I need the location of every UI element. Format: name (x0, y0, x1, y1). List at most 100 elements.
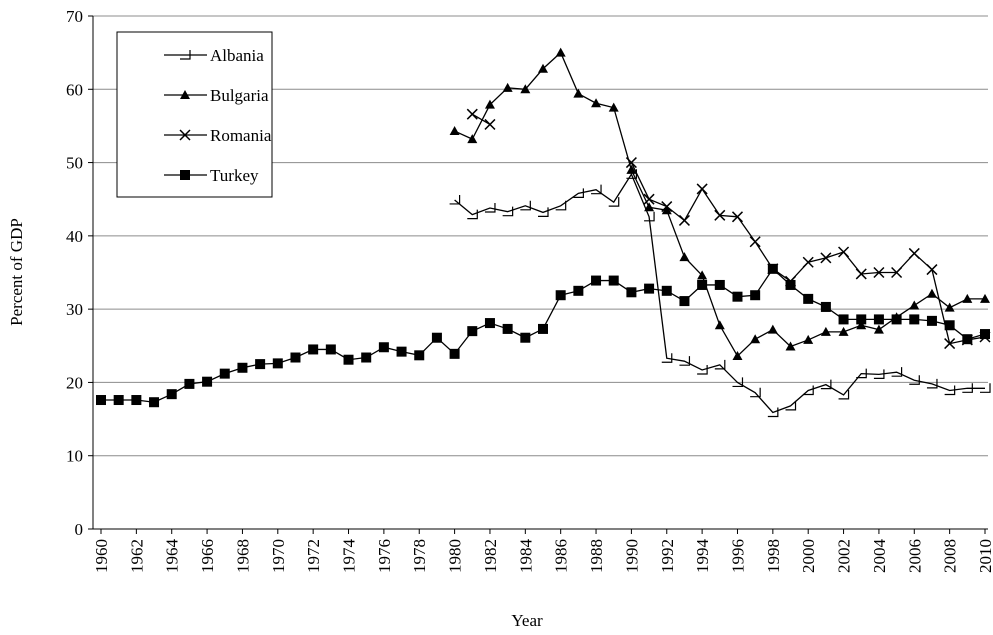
marker (643, 193, 655, 205)
marker (644, 202, 655, 212)
marker (272, 358, 283, 369)
y-tick-label: 0 (75, 520, 84, 539)
marker (502, 82, 513, 92)
legend-label: Bulgaria (210, 86, 269, 105)
marker (502, 323, 513, 334)
marker (856, 368, 867, 379)
x-tick-label: 1980 (446, 539, 465, 573)
y-tick-label: 20 (66, 373, 83, 392)
x-tick-label: 2000 (799, 539, 818, 573)
marker (803, 334, 814, 344)
marker (166, 389, 177, 400)
marker (962, 383, 973, 393)
marker (555, 290, 566, 301)
marker (308, 344, 319, 355)
marker (180, 170, 190, 180)
legend: Albania Bulgaria Romania Turkey (116, 31, 273, 198)
marker (873, 369, 885, 379)
marker (484, 99, 495, 109)
marker (96, 395, 106, 406)
x-tick-label: 1966 (198, 539, 217, 573)
marker (891, 266, 903, 279)
y-tick-label: 50 (66, 154, 83, 173)
x-tick-label: 1976 (375, 539, 394, 573)
marker (520, 200, 531, 211)
marker (697, 279, 708, 290)
marker (838, 326, 849, 336)
series-line (454, 172, 985, 414)
x-tick-label: 1962 (127, 539, 146, 573)
marker (502, 206, 514, 217)
marker (414, 350, 425, 361)
marker (891, 367, 903, 377)
marker (909, 300, 920, 310)
marker (184, 378, 195, 389)
marker (573, 188, 584, 198)
marker (520, 332, 531, 343)
marker (538, 323, 548, 334)
marker (467, 326, 478, 337)
marker (538, 63, 548, 73)
x-tick-label: 2010 (976, 539, 993, 573)
marker (750, 334, 761, 344)
marker (591, 184, 602, 195)
x-tick-label: 2004 (870, 539, 889, 574)
marker (343, 354, 354, 365)
marker (926, 315, 937, 326)
marker (449, 194, 461, 205)
y-tick-label: 60 (66, 80, 83, 99)
marker (679, 356, 691, 366)
marker (467, 134, 478, 144)
y-tick-label: 30 (66, 300, 83, 319)
marker (980, 293, 990, 303)
marker (466, 108, 478, 120)
marker (803, 385, 814, 396)
marker (820, 252, 832, 264)
marker (944, 302, 955, 312)
marker (644, 211, 655, 222)
marker (944, 385, 956, 396)
x-tick-label: 1978 (410, 539, 429, 573)
marker (750, 387, 761, 398)
marker (202, 376, 213, 387)
marker (219, 368, 230, 379)
marker (749, 236, 761, 248)
x-tick-label: 2006 (905, 539, 924, 573)
marker (926, 264, 938, 276)
marker (484, 203, 496, 213)
marker (131, 395, 142, 406)
marker (626, 164, 637, 174)
marker (520, 84, 531, 94)
marker (785, 341, 796, 351)
marker (538, 207, 549, 218)
marker (661, 285, 672, 296)
x-tick-label: 2002 (835, 539, 854, 573)
y-tick-label: 40 (66, 227, 83, 246)
marker (856, 314, 867, 325)
marker (555, 200, 567, 211)
x-tick-label: 1982 (481, 539, 500, 573)
x-tick-label: 1992 (658, 539, 677, 573)
marker (909, 314, 920, 325)
marker (608, 197, 620, 207)
marker (820, 379, 832, 390)
marker (449, 348, 460, 359)
marker (626, 287, 637, 298)
marker (237, 362, 248, 373)
legend-label: Albania (210, 46, 264, 65)
marker (661, 205, 672, 215)
marker (697, 364, 708, 375)
marker (980, 329, 990, 340)
marker (644, 283, 655, 294)
marker (908, 247, 920, 259)
marker (113, 395, 124, 406)
marker (467, 209, 478, 220)
marker (785, 400, 797, 411)
marker (361, 352, 372, 363)
marker (697, 270, 708, 280)
marker (484, 318, 495, 329)
marker (767, 263, 778, 274)
marker (714, 359, 726, 370)
x-tick-label: 1996 (728, 539, 747, 573)
